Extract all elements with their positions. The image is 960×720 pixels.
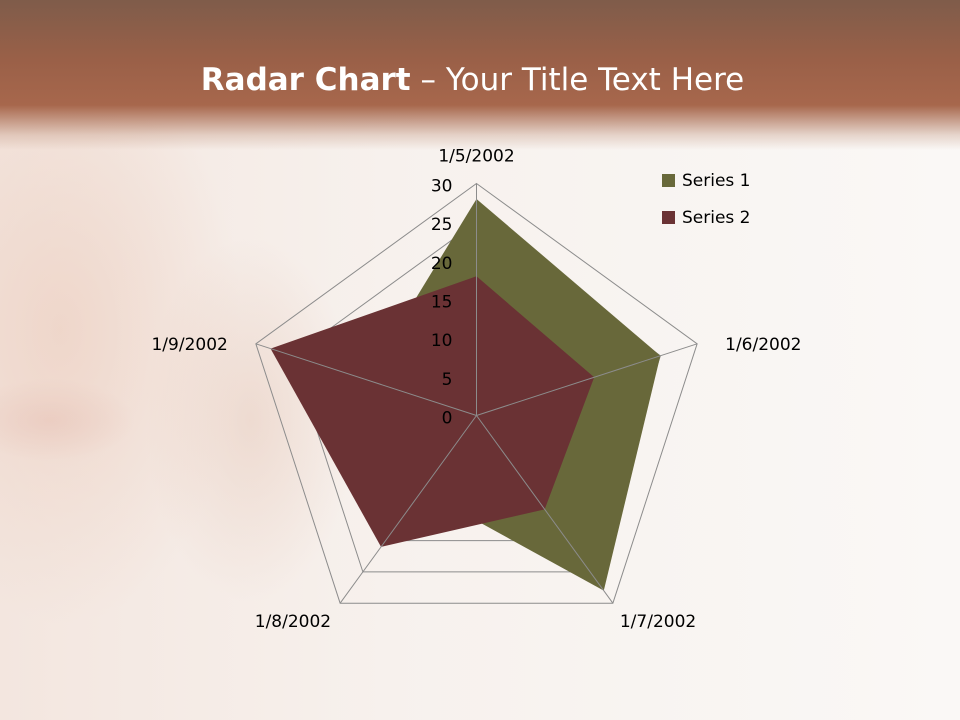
legend-label: Series 2 [682,207,751,228]
tick-label: 10 [431,331,453,351]
series-area-2 [270,276,595,547]
category-label: 1/9/2002 [151,335,227,355]
category-label: 1/5/2002 [438,147,514,167]
axis-spoke [476,415,614,604]
category-labels: 1/5/2002 1/6/2002 1/7/2002 1/8/2002 1/9/2002 [151,147,801,633]
category-label: 1/7/2002 [620,612,696,632]
tick-label: 25 [431,215,453,235]
tick-label: 15 [431,293,453,313]
category-label: 1/6/2002 [725,335,801,355]
axis-spoke [255,343,477,416]
legend: Series 1 Series 2 [662,162,751,236]
tick-label: 20 [431,254,453,274]
legend-item-series-1: Series 1 [662,162,751,199]
slide-title: Radar Chart – Your Title Text Here [0,62,945,98]
axes [255,183,698,604]
series-polygons [270,198,661,591]
tick-label: 30 [431,177,453,197]
title-banner [0,0,960,150]
tick-label: 0 [442,409,453,429]
legend-item-series-2: Series 2 [662,199,751,236]
tick-label: 5 [442,370,453,390]
title-rest: – Your Title Text Here [410,62,745,98]
legend-swatch [662,174,675,187]
legend-swatch [662,211,675,224]
radial-tick-labels: 0 5 10 15 20 25 30 [431,177,453,429]
category-label: 1/8/2002 [255,612,331,632]
gridline [255,182,698,604]
axis-spoke [339,415,477,604]
title-bold: Radar Chart [200,62,411,98]
legend-label: Series 1 [682,170,751,191]
axis-spoke [476,343,698,416]
